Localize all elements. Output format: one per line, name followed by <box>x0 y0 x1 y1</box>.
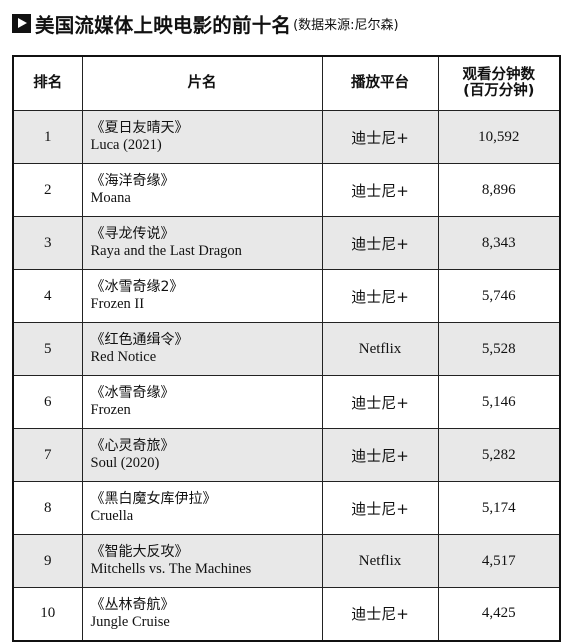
rank-cell: 5 <box>12 322 83 376</box>
film-title-chinese: 《丛林奇航》 <box>90 596 175 613</box>
minutes-cell: 4,425 <box>437 587 561 641</box>
film-title-english: Frozen II <box>90 296 145 312</box>
film-title-english: Mitchells vs. The Machines <box>90 561 252 577</box>
film-title-chinese: 《智能大反攻》 <box>90 544 189 560</box>
film-title-english: Cruella <box>90 508 134 524</box>
title-source: (数据来源:尼尔森) <box>293 17 399 33</box>
table-body: 1 《夏日友晴天》 Luca (2021) 迪士尼+ 10,592 2 《海洋奇缘》 Moan… <box>12 110 561 641</box>
film-title-english: Jungle Cruise <box>90 613 170 630</box>
header-minutes-line1: 观看分钟数 <box>462 67 536 84</box>
rank-cell: 2 <box>12 163 83 217</box>
film-cell: 《心灵奇旅》 Soul (2020) <box>81 428 323 482</box>
table-row: 4 《冰雪奇缘2》 Frozen II 迪士尼+ 5,746 <box>12 269 561 323</box>
platform-cell: 迪士尼+ <box>321 481 439 535</box>
minutes-cell: 5,746 <box>437 269 561 323</box>
table-row: 9 《智能大反攻》 Mitchells vs. The Machines Netfli… <box>12 534 561 588</box>
platform-cell: 迪士尼+ <box>321 163 439 217</box>
film-cell: 《丛林奇航》 Jungle Cruise <box>81 587 323 641</box>
rank-cell: 7 <box>12 428 83 482</box>
film-title-chinese: 《寻龙传说》 <box>90 226 175 242</box>
table-row: 6 《冰雪奇缘》 Frozen 迪士尼+ 5,146 <box>12 375 561 429</box>
minutes-cell: 8,343 <box>437 216 561 270</box>
film-cell: 《黑白魔女库伊拉》 Cruella <box>81 481 323 535</box>
film-title-chinese: 《夏日友晴天》 <box>90 120 189 136</box>
minutes-cell: 4,517 <box>437 534 561 588</box>
film-title-chinese: 《心灵奇旅》 <box>90 438 175 454</box>
table-row: 3 《寻龙传说》 Raya and the Last Dragon 迪士尼+ 8,343 <box>12 216 561 270</box>
film-cell: 《冰雪奇缘》 Frozen <box>81 375 323 429</box>
film-title-english: Luca (2021) <box>90 137 162 153</box>
film-title-chinese: 《黑白魔女库伊拉》 <box>90 491 217 507</box>
table-row: 10 《丛林奇航》 Jungle Cruise 迪士尼+ 4,425 <box>12 587 561 641</box>
film-title-english: Red Notice <box>90 349 157 365</box>
minutes-cell: 5,282 <box>437 428 561 482</box>
film-cell: 《夏日友晴天》 Luca (2021) <box>81 110 323 164</box>
film-cell: 《海洋奇缘》 Moana <box>81 163 323 217</box>
rank-cell: 4 <box>12 269 83 323</box>
header-rank: 排名 <box>12 55 83 111</box>
play-triangle-icon <box>12 13 31 33</box>
film-title-english: Raya and the Last Dragon <box>90 243 242 259</box>
film-title-english: Frozen <box>90 402 131 418</box>
rank-cell: 3 <box>12 216 83 270</box>
film-title-chinese: 《海洋奇缘》 <box>90 173 175 189</box>
table-row: 7 《心灵奇旅》 Soul (2020) 迪士尼+ 5,282 <box>12 428 561 482</box>
platform-cell: 迪士尼+ <box>321 269 439 323</box>
film-cell: 《智能大反攻》 Mitchells vs. The Machines <box>81 534 323 588</box>
film-cell: 《冰雪奇缘2》 Frozen II <box>81 269 323 323</box>
platform-cell: Netflix <box>321 322 439 376</box>
table-header-row: 排名 片名 播放平台 观看分钟数 (百万分钟) <box>12 55 561 111</box>
film-title-english: Soul (2020) <box>90 455 160 471</box>
platform-cell: 迪士尼+ <box>321 216 439 270</box>
header-minutes-line2: (百万分钟) <box>463 82 535 99</box>
rank-cell: 6 <box>12 375 83 429</box>
rank-cell: 1 <box>12 110 83 164</box>
rank-cell: 8 <box>12 481 83 535</box>
platform-cell: 迪士尼+ <box>321 375 439 429</box>
ranking-table: 排名 片名 播放平台 观看分钟数 (百万分钟) 1 《夏日友晴天》 Luca (20… <box>12 55 561 642</box>
rank-cell: 9 <box>12 534 83 588</box>
header-minutes: 观看分钟数 (百万分钟) <box>437 55 561 111</box>
table-row: 2 《海洋奇缘》 Moana 迪士尼+ 8,896 <box>12 163 561 217</box>
minutes-cell: 5,174 <box>437 481 561 535</box>
film-cell: 《红色通缉令》 Red Notice <box>81 322 323 376</box>
platform-cell: 迪士尼+ <box>321 587 439 641</box>
table-row: 8 《黑白魔女库伊拉》 Cruella 迪士尼+ 5,174 <box>12 481 561 535</box>
table-row: 1 《夏日友晴天》 Luca (2021) 迪士尼+ 10,592 <box>12 110 561 164</box>
rank-cell: 10 <box>12 587 83 641</box>
platform-cell: Netflix <box>321 534 439 588</box>
platform-cell: 迪士尼+ <box>321 428 439 482</box>
minutes-cell: 5,528 <box>437 322 561 376</box>
film-title-chinese: 《冰雪奇缘》 <box>90 385 175 401</box>
film-title-english: Moana <box>90 190 131 206</box>
minutes-cell: 8,896 <box>437 163 561 217</box>
header-film: 片名 <box>81 55 323 111</box>
page-title: 美国流媒体上映电影的前十名 (数据来源:尼尔森) <box>12 6 567 40</box>
minutes-cell: 10,592 <box>437 110 561 164</box>
platform-cell: 迪士尼+ <box>321 110 439 164</box>
header-platform: 播放平台 <box>321 55 439 111</box>
film-title-chinese: 《冰雪奇缘2》 <box>90 279 184 295</box>
table-row: 5 《红色通缉令》 Red Notice Netflix 5,528 <box>12 322 561 376</box>
minutes-cell: 5,146 <box>437 375 561 429</box>
film-cell: 《寻龙传说》 Raya and the Last Dragon <box>81 216 323 270</box>
film-title-chinese: 《红色通缉令》 <box>90 332 189 348</box>
title-main: 美国流媒体上映电影的前十名 <box>35 13 292 37</box>
